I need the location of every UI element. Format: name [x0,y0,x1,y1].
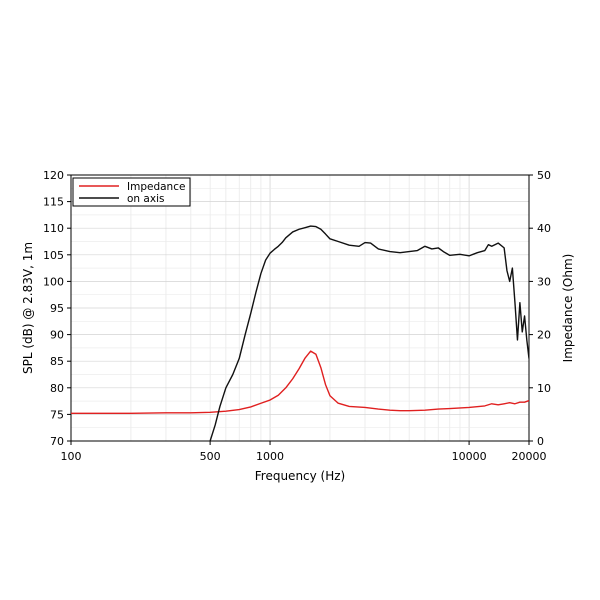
y-right-tick-label: 20 [537,329,551,342]
y-left-tick-label: 115 [43,196,64,209]
x-axis-label: Frequency (Hz) [255,469,346,483]
y-left-tick-label: 70 [50,435,64,448]
x-tick-label: 100 [61,450,82,463]
y-left-tick-label: 80 [50,382,64,395]
grid [71,175,529,441]
x-tick-label: 1000 [256,450,284,463]
x-tick-label: 20000 [512,450,547,463]
y-right-tick-label: 0 [537,435,544,448]
y-right-tick-label: 40 [537,222,551,235]
series-line-on-axis [209,225,529,441]
y-left-tick-label: 110 [43,222,64,235]
legend: Impedance on axis [72,177,191,207]
x-axis-ticks: 100 500 1000 10000 20000 [61,441,547,463]
legend-label-on-axis: on axis [127,193,164,205]
series-line-impedance [71,350,529,415]
y-left-tick-label: 105 [43,249,64,262]
y-left-tick-label: 85 [50,355,64,368]
x-tick-label: 10000 [452,450,487,463]
y-left-tick-label: 75 [50,408,64,421]
y-right-tick-label: 30 [537,275,551,288]
y-right-axis-ticks: 0 10 20 30 40 50 [529,169,551,448]
y-left-tick-label: 95 [50,302,64,315]
series-layer [71,225,529,441]
y-right-tick-label: 10 [537,382,551,395]
y-left-tick-label: 90 [50,329,64,342]
y-left-tick-label: 100 [43,275,64,288]
x-tick-label: 500 [200,450,221,463]
legend-label-impedance: Impedance [127,181,185,193]
y-left-tick-label: 120 [43,169,64,182]
y-left-axis-ticks: 70 75 80 85 90 95 100 105 110 115 120 [43,169,71,448]
y-left-axis-label: SPL (dB) @ 2.83V, 1m [21,242,35,374]
legend-box [72,177,191,207]
y-right-tick-label: 50 [537,169,551,182]
y-right-axis-label: Impedance (Ohm) [561,254,575,363]
